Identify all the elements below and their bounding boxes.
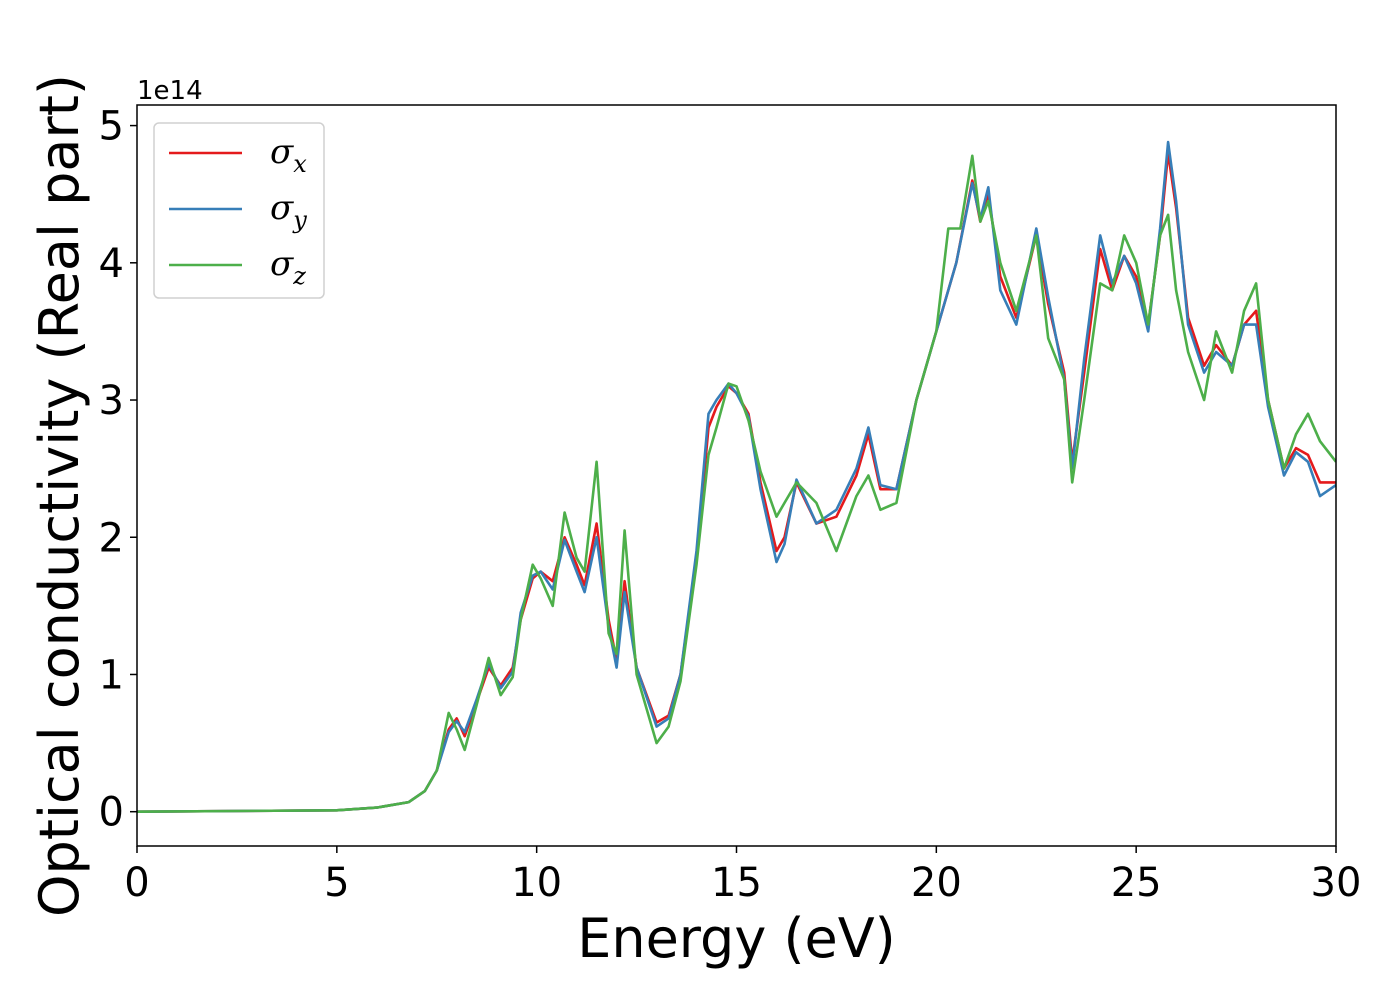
legend: σx σy σz <box>153 122 325 299</box>
y-tick-label: 2 <box>99 515 124 561</box>
x-tick-label: 10 <box>511 860 562 906</box>
x-tick-label: 0 <box>124 860 149 906</box>
legend-entry-y: σy <box>270 188 307 234</box>
x-axis-label: Energy (eV) <box>577 907 896 970</box>
x-tick-label: 25 <box>1111 860 1162 906</box>
y-offset-label: 1e14 <box>137 76 203 106</box>
series-line-z <box>137 154 1336 813</box>
y-tick-label: 1 <box>99 652 124 698</box>
y-tick-label: 0 <box>99 790 124 836</box>
y-tick-label: 3 <box>99 378 124 424</box>
x-tick-label: 15 <box>711 860 762 906</box>
legend-frame <box>153 122 325 299</box>
y-tick-label: 4 <box>99 241 124 287</box>
y-axis-label: Optical conductivity (Real part) <box>28 74 91 917</box>
x-tick-label: 30 <box>1311 860 1362 906</box>
x-tick-label: 20 <box>911 860 962 906</box>
series-lines <box>137 140 1336 813</box>
y-tick-label: 5 <box>99 104 124 150</box>
x-tick-label: 5 <box>324 860 349 906</box>
legend-entry-x: σx <box>270 132 307 178</box>
legend-entry-z: σz <box>270 244 306 290</box>
axis-ticks: 0 5 10 15 20 25 30 0 1 2 3 4 5 <box>99 104 1362 906</box>
